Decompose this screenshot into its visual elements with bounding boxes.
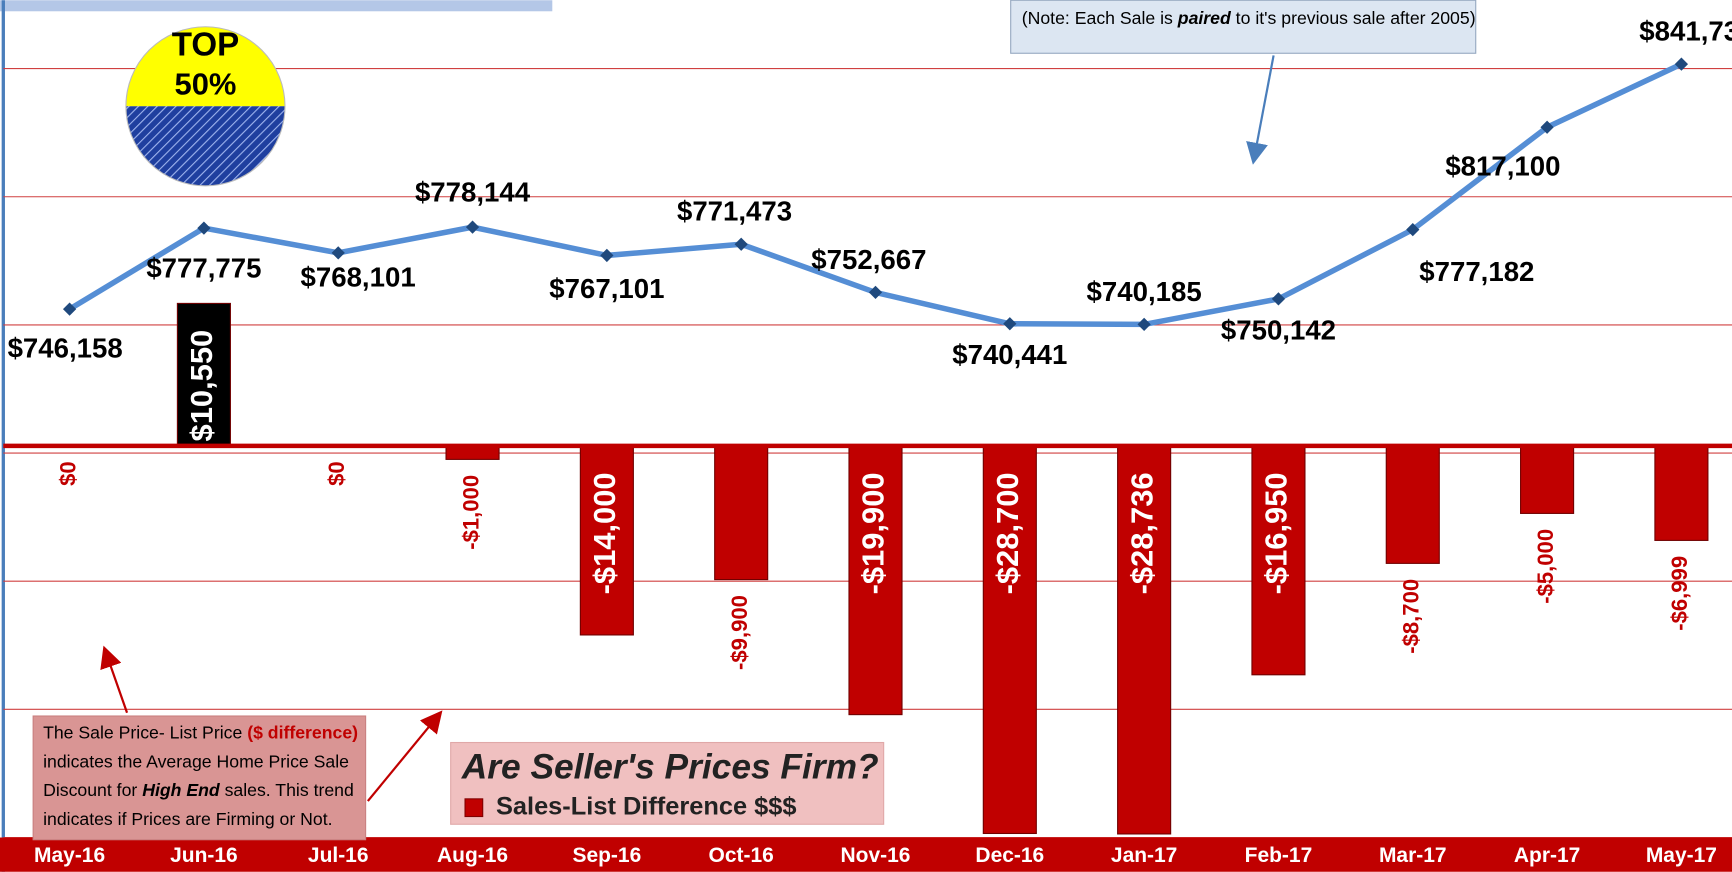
bar-label: -$19,900: [856, 472, 891, 594]
bar-label: -$6,999: [1667, 556, 1692, 631]
point-label: $750,142: [1221, 314, 1336, 345]
marker: [62, 302, 77, 316]
badge-ring: [125, 26, 286, 187]
badge-top: [125, 26, 285, 107]
bar-label: -$28,700: [990, 472, 1025, 594]
bar-label: -$28,736: [1124, 472, 1159, 594]
bar-label: -$5,000: [1533, 529, 1558, 604]
bar: [1385, 445, 1440, 564]
x-tick-label: Nov-16: [841, 844, 911, 867]
point-label: $746,158: [8, 332, 123, 363]
badge-bottom: [125, 106, 285, 186]
marker: [1137, 317, 1151, 332]
note-text: to it's previous sale after 2005): [1231, 8, 1476, 28]
note-text: (Note: Each Sale is: [1022, 8, 1178, 28]
point-label: $841,735: [1639, 16, 1732, 47]
point-label: $771,473: [677, 196, 792, 227]
legend-label: Sales-List Difference $$$: [496, 792, 797, 820]
point-label: $778,144: [415, 176, 531, 207]
x-tick-label: Oct-16: [709, 844, 774, 867]
arrow: [1246, 55, 1275, 165]
point-label: $740,441: [952, 339, 1067, 370]
point-label: $752,667: [811, 244, 926, 275]
point-label: $740,185: [1087, 276, 1202, 307]
point-label: $777,182: [1419, 256, 1534, 287]
x-tick-label: May-17: [1646, 844, 1717, 867]
badge: TOP 50%: [125, 26, 286, 187]
legend-title: Are Seller's Prices Firm?: [461, 747, 879, 786]
x-tick-label: Aug-16: [437, 844, 508, 867]
point-label: $777,775: [146, 252, 261, 283]
legend: [450, 741, 885, 825]
x-tick-label: Dec-16: [975, 844, 1044, 867]
bar: [714, 445, 769, 581]
badge-text: TOP: [172, 26, 240, 63]
bar: [848, 445, 903, 716]
marker: [1271, 292, 1286, 306]
bars: [3, 302, 1732, 835]
marker: [734, 237, 748, 251]
x-tick-label: Jul-16: [308, 844, 369, 867]
bar-label: -$9,900: [727, 595, 752, 670]
annotation-text: indicates the Average Home Price Sale: [43, 751, 349, 771]
bar: [1520, 445, 1575, 514]
marker: [1674, 57, 1689, 71]
legend-swatch: [464, 798, 484, 818]
annotation-text: sales. This trend: [220, 780, 354, 800]
note-text: paired: [1177, 8, 1232, 28]
marker: [1540, 120, 1554, 134]
marker: [600, 248, 614, 263]
bar: [579, 445, 634, 636]
marker: [197, 221, 211, 235]
annotation-line: indicates if Prices are Firming or Not.: [43, 809, 332, 829]
note: (Note: Each Sale is paired to it's previ…: [1022, 8, 1476, 28]
marker: [1406, 222, 1420, 237]
bar: [176, 302, 231, 447]
annotation-line: Discount for High End sales. This trend: [43, 780, 354, 800]
annotation-text: Discount for: [43, 780, 142, 800]
bar: [982, 445, 1037, 835]
arrow: [366, 710, 443, 802]
bar: [1654, 445, 1709, 541]
arrow: [100, 645, 129, 714]
annotation-text: ($ difference): [247, 722, 358, 742]
x-axis-band: [0, 837, 1732, 872]
x-tick-label: Feb-17: [1245, 844, 1313, 867]
x-tick-label: May-16: [34, 844, 105, 867]
x-tick-label: Jan-17: [1111, 844, 1177, 867]
bar-label: -$16,950: [1259, 472, 1294, 594]
x-tick-label: Apr-17: [1514, 844, 1580, 867]
annotation-text: The Sale Price- List Price: [43, 722, 247, 742]
plot: May-16 Jun-16 Jul-16 Aug-16 Sep-16 Oct-16 Nov-…: [8, 16, 1732, 867]
x-tick-label: Sep-16: [572, 844, 641, 867]
point-label: $817,100: [1445, 150, 1560, 181]
marker: [1003, 317, 1017, 331]
bar-label: $10,550: [184, 330, 219, 442]
note-box: [1010, 0, 1477, 54]
x-tick-label: Jun-16: [170, 844, 238, 867]
annotation-text: High End: [142, 780, 221, 800]
bar-label: -$8,700: [1399, 579, 1424, 654]
annotation: The Sale Price- List Price ($ difference…: [43, 722, 358, 828]
bar-label: -$1,000: [458, 475, 483, 550]
marker: [331, 246, 345, 260]
x-tick-label: Mar-17: [1379, 844, 1447, 867]
annotation-line: indicates the Average Home Price Sale: [43, 751, 349, 771]
bar-label: -$14,000: [587, 472, 622, 594]
annotation-box: [32, 715, 367, 841]
bar-label: $0: [55, 461, 80, 486]
bar-label: $0: [324, 461, 349, 486]
title-box: [0, 0, 553, 12]
point-label: $767,101: [549, 273, 664, 304]
marker: [868, 285, 883, 300]
marker: [465, 220, 480, 234]
annotation-text: indicates if Prices are Firming or Not.: [43, 809, 332, 829]
annotation-line: The Sale Price- List Price ($ difference…: [43, 722, 358, 742]
point-label: $768,101: [301, 262, 416, 293]
badge-text: 50%: [175, 67, 237, 102]
